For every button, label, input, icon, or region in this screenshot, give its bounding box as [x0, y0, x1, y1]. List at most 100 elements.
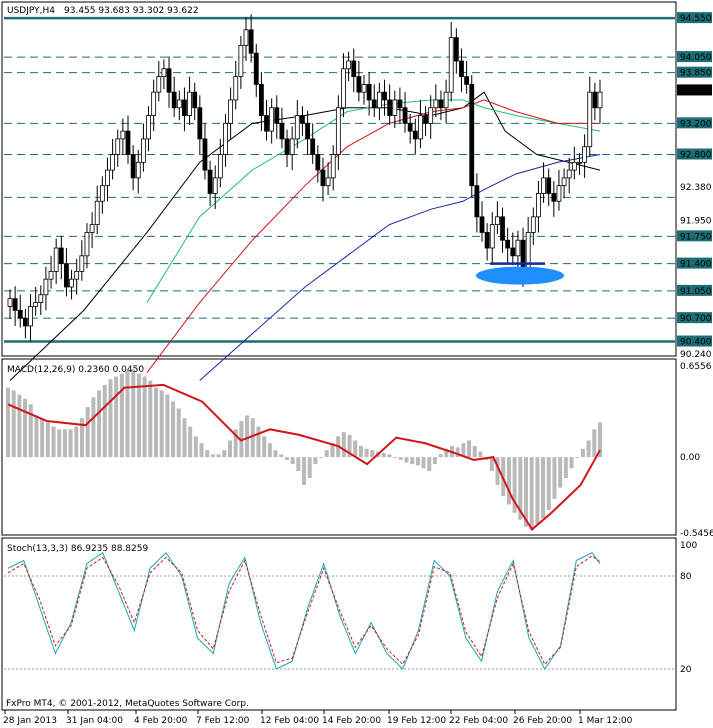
- macd-histogram-bar: [171, 401, 176, 458]
- macd-histogram-bar: [193, 436, 198, 458]
- candle-body: [228, 99, 234, 124]
- macd-histogram-bar: [17, 394, 22, 458]
- level-label-box: [677, 148, 712, 160]
- candle-body: [582, 146, 588, 163]
- macd-histogram-bar: [313, 457, 318, 465]
- candle-body: [505, 239, 511, 249]
- candle-body: [325, 177, 331, 187]
- time-tick-label: 4 Feb 20:00: [134, 716, 188, 726]
- macd-histogram-bar: [387, 454, 392, 458]
- macd-histogram-bar: [558, 457, 563, 488]
- current-price-label: 93.622: [680, 86, 712, 96]
- candle-body: [356, 76, 362, 93]
- macd-histogram-bar: [330, 443, 335, 458]
- candle-body: [48, 270, 54, 280]
- price-tick-label: 91.750: [680, 232, 712, 242]
- price-tick-label: 91.950: [680, 217, 712, 227]
- macd-histogram-bar: [478, 451, 483, 458]
- price-tick-label: 90.700: [680, 314, 712, 324]
- macd-histogram-bar: [529, 457, 534, 530]
- price-tick-label: 94.050: [680, 53, 712, 63]
- candle-body: [130, 154, 136, 179]
- time-tick-label: 19 Feb 12:00: [387, 716, 446, 726]
- candle-body: [464, 76, 470, 85]
- macd-histogram-bar: [427, 457, 432, 472]
- candle-body: [453, 37, 459, 62]
- candle-body: [176, 99, 182, 109]
- level-label-box: [677, 257, 712, 269]
- price-tick-label: 94.550: [680, 14, 712, 24]
- candle-body: [105, 169, 110, 187]
- stoch-signal-line: [7, 555, 601, 666]
- stoch-tick-label: 80: [680, 572, 692, 582]
- level-label-box: [677, 312, 712, 324]
- macd-histogram-bar: [188, 426, 193, 458]
- candle-body: [192, 91, 198, 109]
- candle-body: [69, 278, 74, 288]
- candle-body: [402, 107, 408, 124]
- candle-body: [223, 122, 228, 155]
- macd-histogram-bar: [512, 457, 517, 513]
- macd-histogram-bar: [40, 418, 45, 458]
- candle-body: [546, 177, 552, 194]
- level-label-box: [677, 51, 712, 63]
- candle-body: [17, 309, 23, 319]
- candle-body: [28, 306, 33, 327]
- price-tick-label: 93.850: [680, 69, 712, 79]
- macd-histogram-bar: [51, 426, 56, 458]
- candle-body: [500, 216, 505, 241]
- macd-histogram-bar: [114, 376, 119, 458]
- time-tick-label: 14 Feb 20:00: [322, 716, 381, 726]
- macd-histogram-bar: [535, 457, 540, 524]
- macd-histogram-bar: [267, 443, 272, 458]
- price-tick-label: 91.400: [680, 260, 712, 270]
- macd-histogram-bar: [381, 452, 386, 458]
- time-tick-label: 28 Jan 2013: [3, 716, 57, 726]
- stoch-tick-label: 20: [680, 665, 692, 675]
- macd-histogram-bar: [370, 450, 375, 458]
- candle-body: [253, 52, 259, 85]
- candle-body: [530, 216, 536, 233]
- candle-body: [438, 99, 444, 109]
- candle-body: [474, 185, 480, 218]
- macd-histogram-bar: [489, 457, 494, 472]
- macd-histogram-bar: [131, 369, 136, 458]
- candle-body: [274, 107, 280, 124]
- candle-body: [376, 91, 382, 109]
- candle-body: [351, 60, 357, 77]
- candle-body: [566, 169, 572, 179]
- candle-body: [459, 60, 464, 77]
- price-tick-label: 90.400: [680, 338, 712, 348]
- candle-body: [284, 138, 290, 155]
- macd-histogram-bar: [592, 429, 597, 458]
- macd-histogram-bar: [546, 457, 551, 510]
- macd-histogram-bar: [125, 370, 130, 458]
- candle-body: [335, 107, 341, 155]
- macd-histogram-bar: [432, 457, 437, 465]
- time-tick-label: 12 Feb 04:00: [260, 716, 319, 726]
- level-label-box: [677, 335, 712, 347]
- macd-histogram-bar: [74, 426, 79, 458]
- moving-average-line: [146, 99, 601, 303]
- macd-histogram-bar: [569, 457, 574, 469]
- macd-histogram-bar: [80, 418, 84, 458]
- macd-histogram-bar: [393, 457, 398, 459]
- stoch-tick-label: 100: [680, 541, 697, 551]
- candle-body: [182, 99, 187, 116]
- time-tick-label: 7 Feb 12:00: [196, 716, 250, 726]
- candle-body: [448, 37, 454, 93]
- macd-histogram-bar: [415, 457, 420, 466]
- candle-body: [94, 200, 100, 226]
- candle-body: [484, 232, 490, 249]
- support-ellipse: [476, 266, 564, 285]
- macd-histogram-bar: [552, 457, 557, 499]
- candle-body: [361, 83, 367, 93]
- macd-histogram-bar: [524, 457, 528, 527]
- candle-body: [392, 99, 398, 116]
- candle-body: [412, 130, 418, 140]
- candle-body: [99, 185, 105, 202]
- macd-histogram-bar: [341, 432, 346, 458]
- candle-body: [207, 169, 213, 194]
- macd-histogram-bar: [68, 429, 73, 458]
